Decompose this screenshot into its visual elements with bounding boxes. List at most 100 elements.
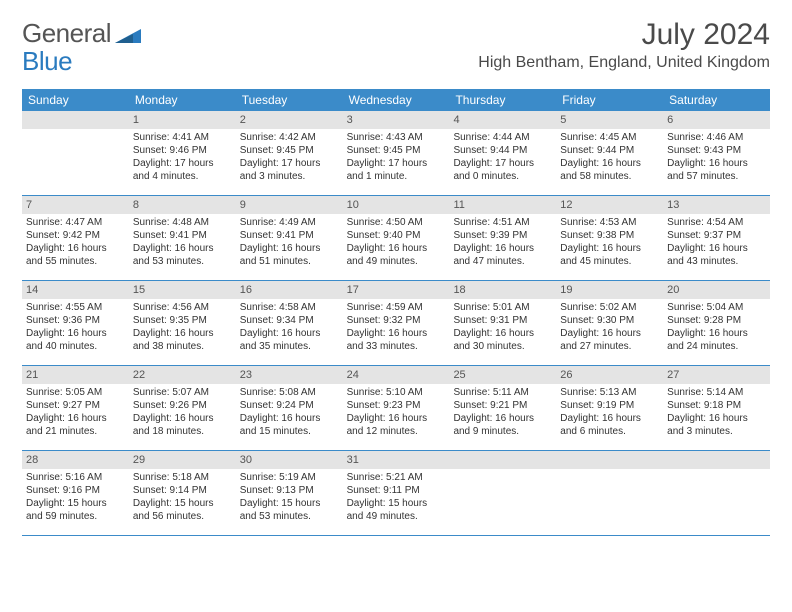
day-number: 2 — [236, 111, 343, 129]
location: High Bentham, England, United Kingdom — [478, 54, 770, 72]
sunrise: Sunrise: 4:45 AM — [560, 131, 659, 144]
daylight-line2: and 24 minutes. — [667, 340, 766, 353]
day-body: Sunrise: 4:55 AMSunset: 9:36 PMDaylight:… — [22, 299, 129, 357]
day-cell: 10Sunrise: 4:50 AMSunset: 9:40 PMDayligh… — [343, 196, 450, 280]
day-cell: 27Sunrise: 5:14 AMSunset: 9:18 PMDayligh… — [663, 366, 770, 450]
day-cell: 11Sunrise: 4:51 AMSunset: 9:39 PMDayligh… — [449, 196, 556, 280]
sunset: Sunset: 9:46 PM — [133, 144, 232, 157]
daylight-line2: and 58 minutes. — [560, 170, 659, 183]
daylight-line2: and 57 minutes. — [667, 170, 766, 183]
day-cell: 3Sunrise: 4:43 AMSunset: 9:45 PMDaylight… — [343, 111, 450, 195]
day-number: 31 — [343, 451, 450, 469]
daylight-line2: and 55 minutes. — [26, 255, 125, 268]
day-cell: 30Sunrise: 5:19 AMSunset: 9:13 PMDayligh… — [236, 451, 343, 535]
day-number: 23 — [236, 366, 343, 384]
sunset: Sunset: 9:39 PM — [453, 229, 552, 242]
sunset: Sunset: 9:44 PM — [560, 144, 659, 157]
page: General July 2024 High Bentham, England,… — [0, 0, 792, 554]
day-cell: 26Sunrise: 5:13 AMSunset: 9:19 PMDayligh… — [556, 366, 663, 450]
sunrise: Sunrise: 4:54 AM — [667, 216, 766, 229]
day-cell: 14Sunrise: 4:55 AMSunset: 9:36 PMDayligh… — [22, 281, 129, 365]
sunrise: Sunrise: 5:18 AM — [133, 471, 232, 484]
day-number: 29 — [129, 451, 236, 469]
daylight-line2: and 3 minutes. — [667, 425, 766, 438]
daylight-line1: Daylight: 17 hours — [133, 157, 232, 170]
day-body: Sunrise: 4:43 AMSunset: 9:45 PMDaylight:… — [343, 129, 450, 187]
sunrise: Sunrise: 4:53 AM — [560, 216, 659, 229]
daylight-line2: and 51 minutes. — [240, 255, 339, 268]
day-cell: 12Sunrise: 4:53 AMSunset: 9:38 PMDayligh… — [556, 196, 663, 280]
day-body: Sunrise: 5:13 AMSunset: 9:19 PMDaylight:… — [556, 384, 663, 442]
daylight-line2: and 4 minutes. — [133, 170, 232, 183]
daylight-line2: and 40 minutes. — [26, 340, 125, 353]
daylight-line2: and 1 minute. — [347, 170, 446, 183]
weekday-header: Friday — [556, 89, 663, 111]
day-cell: 31Sunrise: 5:21 AMSunset: 9:11 PMDayligh… — [343, 451, 450, 535]
sunrise: Sunrise: 5:05 AM — [26, 386, 125, 399]
day-number: 19 — [556, 281, 663, 299]
day-cell: 20Sunrise: 5:04 AMSunset: 9:28 PMDayligh… — [663, 281, 770, 365]
daylight-line1: Daylight: 16 hours — [26, 242, 125, 255]
day-number — [22, 111, 129, 129]
daylight-line2: and 49 minutes. — [347, 255, 446, 268]
day-cell: 17Sunrise: 4:59 AMSunset: 9:32 PMDayligh… — [343, 281, 450, 365]
sunset: Sunset: 9:42 PM — [26, 229, 125, 242]
sunrise: Sunrise: 4:59 AM — [347, 301, 446, 314]
daylight-line2: and 0 minutes. — [453, 170, 552, 183]
day-cell: 5Sunrise: 4:45 AMSunset: 9:44 PMDaylight… — [556, 111, 663, 195]
weekday-header: Sunday — [22, 89, 129, 111]
daylight-line2: and 56 minutes. — [133, 510, 232, 523]
daylight-line1: Daylight: 16 hours — [453, 242, 552, 255]
daylight-line1: Daylight: 16 hours — [347, 327, 446, 340]
daylight-line2: and 6 minutes. — [560, 425, 659, 438]
sunset: Sunset: 9:24 PM — [240, 399, 339, 412]
sunrise: Sunrise: 4:56 AM — [133, 301, 232, 314]
sunrise: Sunrise: 5:16 AM — [26, 471, 125, 484]
day-cell-empty — [449, 451, 556, 535]
day-number: 20 — [663, 281, 770, 299]
day-cell: 24Sunrise: 5:10 AMSunset: 9:23 PMDayligh… — [343, 366, 450, 450]
day-body: Sunrise: 5:21 AMSunset: 9:11 PMDaylight:… — [343, 469, 450, 527]
day-number: 26 — [556, 366, 663, 384]
daylight-line2: and 12 minutes. — [347, 425, 446, 438]
day-number: 3 — [343, 111, 450, 129]
sunrise: Sunrise: 4:48 AM — [133, 216, 232, 229]
daylight-line1: Daylight: 16 hours — [667, 242, 766, 255]
sunset: Sunset: 9:45 PM — [240, 144, 339, 157]
daylight-line2: and 3 minutes. — [240, 170, 339, 183]
daylight-line1: Daylight: 16 hours — [560, 327, 659, 340]
daylight-line1: Daylight: 16 hours — [133, 327, 232, 340]
day-body: Sunrise: 4:56 AMSunset: 9:35 PMDaylight:… — [129, 299, 236, 357]
sunrise: Sunrise: 4:50 AM — [347, 216, 446, 229]
day-cell-empty — [663, 451, 770, 535]
sunset: Sunset: 9:26 PM — [133, 399, 232, 412]
sunrise: Sunrise: 5:04 AM — [667, 301, 766, 314]
brand-part1: General — [22, 18, 111, 49]
day-body: Sunrise: 5:19 AMSunset: 9:13 PMDaylight:… — [236, 469, 343, 527]
daylight-line2: and 27 minutes. — [560, 340, 659, 353]
sunset: Sunset: 9:11 PM — [347, 484, 446, 497]
day-body: Sunrise: 5:07 AMSunset: 9:26 PMDaylight:… — [129, 384, 236, 442]
day-number: 11 — [449, 196, 556, 214]
week-row: 21Sunrise: 5:05 AMSunset: 9:27 PMDayligh… — [22, 366, 770, 451]
day-cell: 18Sunrise: 5:01 AMSunset: 9:31 PMDayligh… — [449, 281, 556, 365]
day-cell: 4Sunrise: 4:44 AMSunset: 9:44 PMDaylight… — [449, 111, 556, 195]
day-cell: 15Sunrise: 4:56 AMSunset: 9:35 PMDayligh… — [129, 281, 236, 365]
daylight-line2: and 9 minutes. — [453, 425, 552, 438]
daylight-line1: Daylight: 16 hours — [26, 327, 125, 340]
calendar: SundayMondayTuesdayWednesdayThursdayFrid… — [22, 89, 770, 536]
daylight-line1: Daylight: 15 hours — [133, 497, 232, 510]
sunrise: Sunrise: 4:49 AM — [240, 216, 339, 229]
weekday-header-row: SundayMondayTuesdayWednesdayThursdayFrid… — [22, 89, 770, 111]
day-cell: 22Sunrise: 5:07 AMSunset: 9:26 PMDayligh… — [129, 366, 236, 450]
day-body: Sunrise: 5:04 AMSunset: 9:28 PMDaylight:… — [663, 299, 770, 357]
day-cell-empty — [556, 451, 663, 535]
sunset: Sunset: 9:43 PM — [667, 144, 766, 157]
sunset: Sunset: 9:35 PM — [133, 314, 232, 327]
sunrise: Sunrise: 4:44 AM — [453, 131, 552, 144]
daylight-line2: and 18 minutes. — [133, 425, 232, 438]
day-number: 4 — [449, 111, 556, 129]
day-number: 10 — [343, 196, 450, 214]
day-number: 14 — [22, 281, 129, 299]
daylight-line2: and 15 minutes. — [240, 425, 339, 438]
